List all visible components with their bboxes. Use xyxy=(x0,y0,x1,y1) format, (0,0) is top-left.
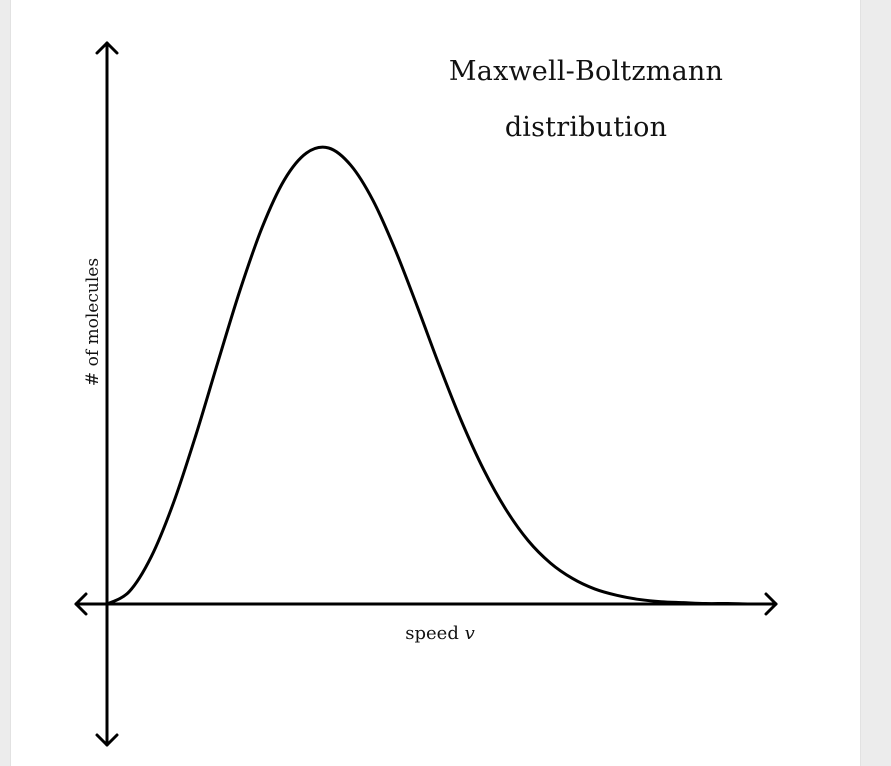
axes xyxy=(74,41,778,747)
page-panel xyxy=(10,0,861,766)
y-axis-bottom-arrow xyxy=(95,733,119,747)
distribution-curve xyxy=(105,145,774,606)
chart-title-line-1: Maxwell-Boltzmann xyxy=(448,56,724,87)
chart-title-line-2: distribution xyxy=(504,112,668,143)
x-axis-label-text: speed xyxy=(405,623,459,644)
x-axis-label: speed v xyxy=(340,623,540,644)
x-axis-left-arrow xyxy=(74,592,88,616)
y-axis-top-arrow xyxy=(95,41,119,55)
x-axis-right-arrow xyxy=(764,592,778,616)
x-axis-label-variable: v xyxy=(464,623,475,644)
y-axis-label: # of molecules xyxy=(83,257,103,387)
